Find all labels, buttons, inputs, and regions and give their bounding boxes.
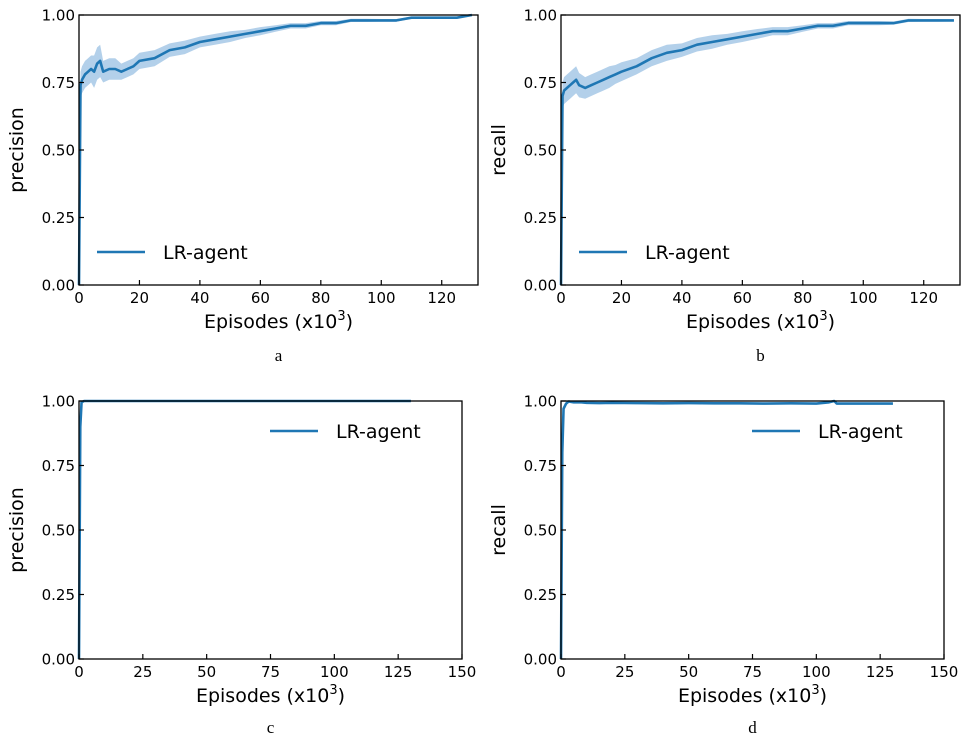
x-tick-label: 120 bbox=[909, 289, 938, 307]
x-axis-label: Episodes (x103) bbox=[686, 309, 835, 333]
x-tick-label: 20 bbox=[130, 289, 149, 307]
x-tick-label: 25 bbox=[133, 663, 152, 681]
x-tick-label: 75 bbox=[743, 663, 762, 681]
x-axis-label-superscript: 3 bbox=[811, 683, 819, 698]
x-tick-label: 40 bbox=[190, 289, 209, 307]
legend-label: LR-agent bbox=[336, 421, 421, 443]
y-tick-label: 0.00 bbox=[42, 277, 75, 295]
x-axis-label-close: ) bbox=[338, 685, 345, 707]
panel-caption: d bbox=[748, 718, 757, 737]
x-tick-label: 100 bbox=[802, 663, 831, 681]
x-axis-label-text: Episodes (x10 bbox=[686, 311, 819, 333]
panel-b: 0 20 40 60 80 100 120 0.00 0.25 0.50 0.75 1.00 Episo… bbox=[488, 7, 961, 365]
y-axis-label: precision bbox=[6, 487, 28, 573]
x-axis-label-text: Episodes (x10 bbox=[678, 685, 811, 707]
x-tick-label: 20 bbox=[612, 289, 631, 307]
y-tick-label: 1.00 bbox=[42, 393, 75, 411]
y-tick-label: 0.50 bbox=[42, 522, 75, 540]
x-tick-label: 125 bbox=[384, 663, 413, 681]
x-tick-label: 50 bbox=[679, 663, 698, 681]
x-tick-label: 0 bbox=[74, 663, 84, 681]
x-axis-label-close: ) bbox=[820, 685, 827, 707]
x-tick-label: 0 bbox=[556, 289, 566, 307]
x-tick-label: 40 bbox=[672, 289, 691, 307]
panel-caption: a bbox=[275, 346, 283, 365]
x-tick-label: 60 bbox=[733, 289, 752, 307]
series-line-lr-agent bbox=[77, 13, 473, 286]
series-line-lr-agent bbox=[559, 19, 954, 286]
x-axis-label: Episodes (x103) bbox=[196, 683, 345, 707]
x-tick-label: 80 bbox=[311, 289, 330, 307]
x-axis-label-close: ) bbox=[828, 311, 835, 333]
panel-d: 0 25 50 75 100 125 150 0.00 0.25 0.50 0.75 1.00 Epis… bbox=[488, 393, 958, 738]
x-tick-label: 100 bbox=[367, 289, 396, 307]
x-tick-label: 25 bbox=[615, 663, 634, 681]
y-tick-label: 0.25 bbox=[42, 586, 75, 604]
legend-label: LR-agent bbox=[818, 421, 903, 443]
x-axis-label: Episodes (x103) bbox=[678, 683, 827, 707]
x-axis-label-superscript: 3 bbox=[329, 683, 337, 698]
y-tick-label: 0.75 bbox=[524, 74, 557, 92]
y-tick-label: 0.00 bbox=[524, 277, 557, 295]
y-tick-label: 0.25 bbox=[524, 209, 557, 227]
x-axis-label-text: Episodes (x10 bbox=[196, 685, 329, 707]
y-axis-label: precision bbox=[6, 107, 28, 193]
panel-caption: c bbox=[267, 718, 275, 737]
x-tick-label: 150 bbox=[448, 663, 477, 681]
y-tick-label: 0.75 bbox=[524, 457, 557, 475]
confidence-band bbox=[79, 15, 472, 285]
legend-label: LR-agent bbox=[645, 242, 730, 264]
x-tick-label: 150 bbox=[930, 663, 959, 681]
y-tick-label: 0.50 bbox=[524, 522, 557, 540]
panel-caption: b bbox=[756, 346, 765, 365]
x-tick-label: 100 bbox=[849, 289, 878, 307]
x-axis-label-superscript: 3 bbox=[337, 309, 345, 324]
x-tick-label: 50 bbox=[197, 663, 216, 681]
confidence-band bbox=[561, 18, 954, 286]
y-tick-label: 1.00 bbox=[524, 7, 557, 25]
y-tick-label: 0.00 bbox=[524, 651, 557, 669]
y-axis-label: recall bbox=[488, 504, 510, 556]
x-tick-label: 75 bbox=[261, 663, 280, 681]
x-axis-label-superscript: 3 bbox=[819, 309, 827, 324]
legend-label: LR-agent bbox=[163, 242, 248, 264]
x-tick-label: 80 bbox=[793, 289, 812, 307]
plot-frame bbox=[560, 14, 961, 286]
panel-a: 0 20 40 60 80 100 120 0.00 0.25 0.50 0.75 1.00 Episo… bbox=[6, 7, 479, 365]
x-tick-label: 0 bbox=[556, 663, 566, 681]
y-tick-label: 0.00 bbox=[42, 651, 75, 669]
y-tick-label: 0.75 bbox=[42, 74, 75, 92]
panel-c: 0 25 50 75 100 125 150 0.00 0.25 0.50 0.75 1.00 Epis… bbox=[6, 393, 476, 738]
x-tick-label: 60 bbox=[251, 289, 270, 307]
x-tick-label: 125 bbox=[866, 663, 895, 681]
x-tick-label: 100 bbox=[320, 663, 349, 681]
y-tick-label: 0.25 bbox=[42, 209, 75, 227]
y-tick-label: 0.50 bbox=[42, 142, 75, 160]
y-tick-label: 1.00 bbox=[524, 393, 557, 411]
x-axis-label: Episodes (x103) bbox=[204, 309, 353, 333]
y-tick-label: 0.25 bbox=[524, 586, 557, 604]
x-tick-label: 0 bbox=[74, 289, 84, 307]
x-axis-label-text: Episodes (x10 bbox=[204, 311, 337, 333]
x-tick-label: 120 bbox=[427, 289, 456, 307]
y-axis-label: recall bbox=[488, 124, 510, 176]
y-tick-label: 0.75 bbox=[42, 457, 75, 475]
y-tick-label: 0.50 bbox=[524, 142, 557, 160]
y-tick-label: 1.00 bbox=[42, 7, 75, 25]
x-axis-label-close: ) bbox=[346, 311, 353, 333]
